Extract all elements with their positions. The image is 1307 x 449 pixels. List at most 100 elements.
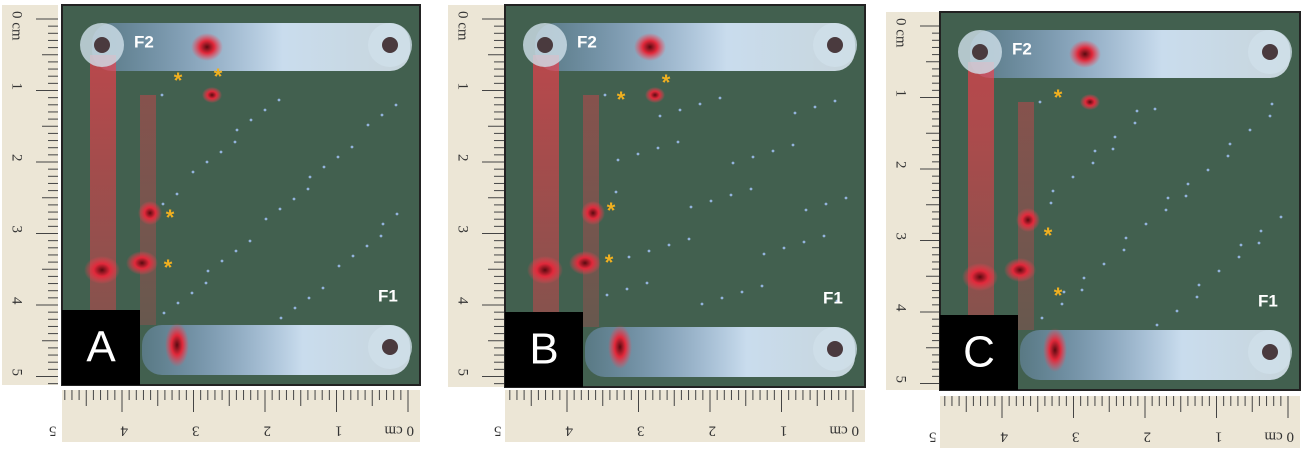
panel-label: A <box>86 323 116 372</box>
ruler-label: 2 <box>264 423 272 439</box>
speck <box>604 94 607 97</box>
speck <box>366 245 369 248</box>
speck <box>763 253 766 256</box>
horizontal-ruler: 0 cm12345 <box>494 390 865 442</box>
lane-1 <box>533 55 559 327</box>
speck <box>732 162 735 165</box>
speck <box>395 104 398 107</box>
speck <box>1081 289 1084 292</box>
ruler-label: 2 <box>1144 429 1152 445</box>
speck <box>1156 324 1159 327</box>
origin-dot <box>1262 44 1278 60</box>
speck <box>1063 291 1066 294</box>
ruler-label: 5 <box>9 369 25 377</box>
speck <box>1280 216 1283 219</box>
panel-label: B <box>529 325 558 374</box>
speck <box>1176 310 1179 313</box>
speck <box>236 129 239 132</box>
lane-1 <box>90 55 116 325</box>
marker: * <box>1044 223 1053 248</box>
spot <box>191 33 223 61</box>
speck <box>162 203 165 206</box>
marker: * <box>174 68 183 93</box>
speck <box>721 297 724 300</box>
ruler-label: 1 <box>9 83 25 91</box>
ruler-label: 4 <box>9 297 25 305</box>
speck <box>308 297 311 300</box>
speck <box>205 282 208 285</box>
tlc-plate: F2F1***C <box>940 12 1300 390</box>
speck <box>628 256 631 259</box>
speck <box>323 166 326 169</box>
ruler-label: 1 <box>455 83 471 91</box>
speck <box>265 218 268 221</box>
ruler-label: 0 cm <box>893 18 909 48</box>
speck <box>381 114 384 117</box>
speck <box>322 287 325 290</box>
speck <box>1083 277 1086 280</box>
tlc-plate: F2F1****B <box>505 5 865 387</box>
speck <box>380 235 383 238</box>
speck <box>825 203 828 206</box>
origin-dot <box>972 44 988 60</box>
speck <box>1134 122 1137 125</box>
speck <box>1072 176 1075 179</box>
spot <box>569 251 601 275</box>
speck <box>163 312 166 315</box>
spot <box>634 33 666 61</box>
ruler-label: 0 cm <box>455 11 471 41</box>
f2-label: F2 <box>134 32 154 51</box>
ruler-label: 5 <box>893 376 909 384</box>
ruler-label: 5 <box>49 423 57 439</box>
marker: * <box>166 205 175 230</box>
ruler-label: 1 <box>893 90 909 98</box>
speck <box>1041 317 1044 320</box>
speck <box>1165 209 1168 212</box>
speck <box>792 144 795 147</box>
f1-label: F1 <box>378 286 398 305</box>
origin-dot <box>382 339 398 355</box>
speck <box>710 200 713 203</box>
speck <box>1249 129 1252 132</box>
ruler-label: 1 <box>335 423 343 439</box>
speck <box>294 307 297 310</box>
speck <box>338 265 341 268</box>
speck <box>1196 296 1199 299</box>
speck <box>606 294 609 297</box>
ruler-label: 2 <box>893 161 909 169</box>
speck <box>264 109 267 112</box>
spot <box>1080 94 1100 110</box>
speck <box>648 250 651 253</box>
ruler-body <box>62 390 420 442</box>
speck <box>783 247 786 250</box>
speck <box>367 124 370 127</box>
marker: * <box>617 87 626 112</box>
speck <box>637 153 640 156</box>
speck <box>1229 143 1232 146</box>
speck <box>1258 242 1261 245</box>
panel: 0 cm123450 cm12345F2F1***C <box>886 12 1300 448</box>
speck <box>659 115 662 118</box>
speck <box>834 100 837 103</box>
speck <box>741 291 744 294</box>
marker: * <box>164 255 173 280</box>
speck <box>192 171 195 174</box>
origin-dot <box>94 37 110 53</box>
speck <box>352 255 355 258</box>
f2-label: F2 <box>577 32 597 51</box>
ruler-label: 1 <box>1215 429 1223 445</box>
speck <box>1167 197 1170 200</box>
speck <box>161 94 164 97</box>
spot <box>165 323 189 367</box>
speck <box>1052 190 1055 193</box>
speck <box>250 119 253 122</box>
speck <box>234 141 237 144</box>
speck <box>1123 249 1126 252</box>
origin-dot <box>537 37 553 53</box>
speck <box>657 147 660 150</box>
vertical-ruler: 0 cm12345 <box>448 5 504 387</box>
speck <box>719 97 722 100</box>
speck <box>1092 162 1095 165</box>
speck <box>279 208 282 211</box>
